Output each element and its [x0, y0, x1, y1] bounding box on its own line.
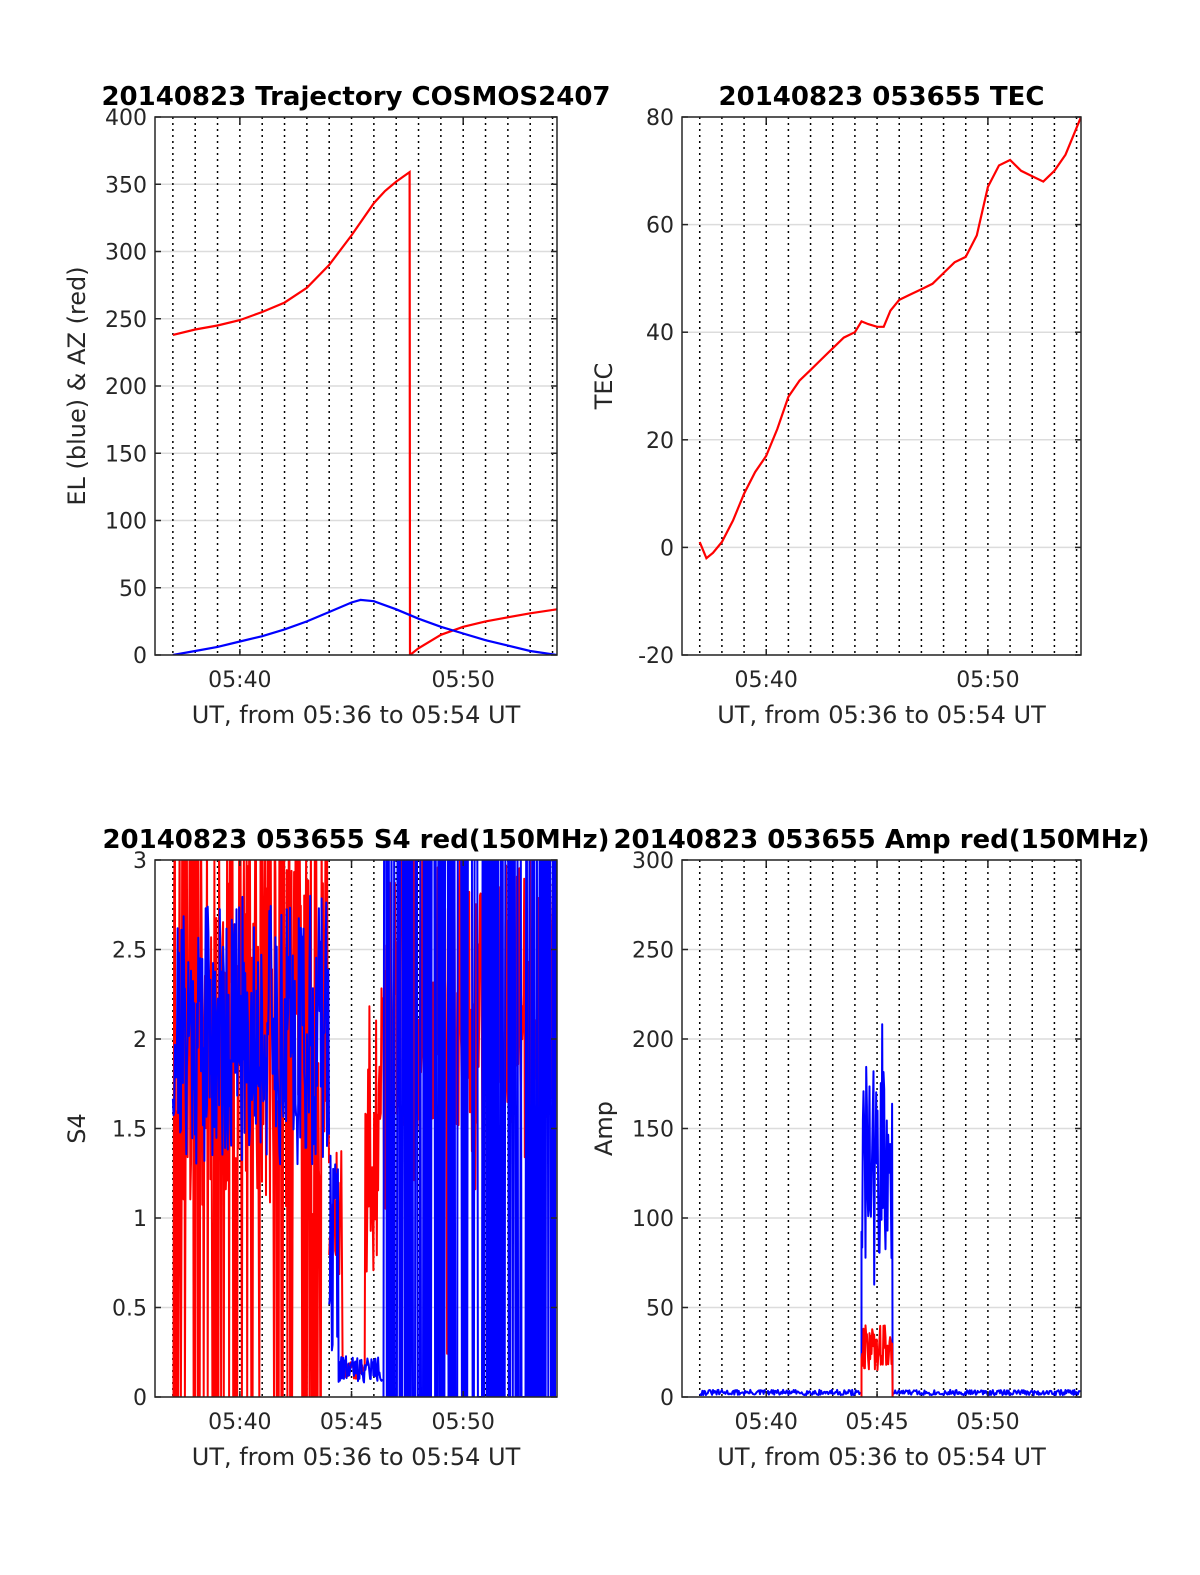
y-tick-label: 2	[133, 1028, 147, 1053]
y-tick-label: 300	[105, 241, 147, 266]
series-blue-trace	[860, 1023, 894, 1397]
y-tick-label: 50	[646, 1297, 674, 1322]
y-tick-label: 300	[632, 849, 674, 874]
y-tick-label: 2.5	[112, 939, 147, 964]
series-blue-line	[172, 598, 557, 655]
y-tick-label: 40	[646, 321, 674, 346]
x-axis-label: UT, from 05:36 to 05:54 UT	[717, 1443, 1046, 1471]
y-tick-label: 200	[105, 375, 147, 400]
series-blue-trace	[171, 894, 330, 1166]
x-tick-label: 05:45	[845, 1410, 908, 1435]
y-tick-label: 400	[105, 106, 147, 131]
y-tick-label: 0	[660, 1386, 674, 1411]
y-tick-label: 1	[133, 1207, 147, 1232]
y-axis-label: TEC	[590, 363, 618, 411]
series-blue-trace	[892, 1388, 1081, 1397]
series-blue-trace	[328, 1154, 384, 1384]
series-red-line	[698, 117, 1081, 560]
x-tick-label: 05:40	[735, 668, 798, 693]
chart-2: -20 0 20 40 60 80 05:40 05:50 20140823 053655 TE…	[590, 82, 1082, 729]
chart-title: 20140823 Trajectory COSMOS2407	[101, 82, 610, 112]
y-axis-label: EL (blue) & AZ (red)	[63, 266, 91, 505]
series-blue-trace	[699, 1388, 862, 1397]
plot-area	[699, 1023, 1081, 1397]
y-tick-label: 250	[632, 939, 674, 964]
y-tick-label: 250	[105, 308, 147, 333]
y-tick-label: 20	[646, 429, 674, 454]
y-tick-label: 0	[133, 644, 147, 669]
y-tick-label: 100	[105, 510, 147, 535]
x-tick-label: 05:50	[956, 1410, 1019, 1435]
chart-title: 20140823 053655 S4 red(150MHz)	[102, 825, 609, 855]
series-red-trace	[172, 860, 330, 1397]
x-axis-label: UT, from 05:36 to 05:54 UT	[717, 701, 1046, 729]
y-tick-label: 3	[133, 849, 147, 874]
plot-area	[698, 117, 1081, 560]
y-tick-label: 0.5	[112, 1297, 147, 1322]
y-tick-label: 1.5	[112, 1118, 147, 1143]
plot-area	[172, 169, 557, 655]
chart-title: 20140823 053655 Amp red(150MHz)	[613, 825, 1149, 855]
x-tick-label: 05:50	[431, 1410, 494, 1435]
y-tick-label: 0	[660, 536, 674, 561]
chart-title: 20140823 053655 TEC	[719, 82, 1045, 112]
y-tick-label: 100	[632, 1207, 674, 1232]
axes-frame	[681, 116, 1082, 656]
x-tick-label: 05:50	[956, 668, 1019, 693]
y-tick-label: -20	[638, 644, 674, 669]
y-tick-label: 50	[119, 577, 147, 602]
y-tick-label: 0	[133, 1386, 147, 1411]
chart-3: 0 0.5 1 1.5 2 2.5 3 05:40 05:45 05:50 20140823 053…	[63, 825, 610, 1471]
y-tick-label: 200	[632, 1028, 674, 1053]
x-tick-label: 05:40	[208, 668, 271, 693]
y-axis-label: S4	[63, 1113, 91, 1144]
x-axis-label: UT, from 05:36 to 05:54 UT	[192, 701, 521, 729]
x-tick-label: 05:50	[431, 668, 494, 693]
series-blue-trace	[382, 860, 557, 1397]
plot-area	[171, 860, 557, 1397]
y-axis-label: Amp	[590, 1101, 618, 1156]
y-tick-label: 350	[105, 173, 147, 198]
y-tick-label: 60	[646, 214, 674, 239]
x-tick-label: 05:40	[208, 1410, 271, 1435]
x-tick-label: 05:45	[320, 1410, 383, 1435]
y-tick-label: 80	[646, 106, 674, 131]
x-tick-label: 05:40	[735, 1410, 798, 1435]
series-red-line	[172, 169, 557, 655]
chart-1: 0 50 100 150 200 250 300 350 400 05:40 05:50 201408…	[63, 82, 611, 729]
y-tick-label: 150	[632, 1118, 674, 1143]
x-axis-label: UT, from 05:36 to 05:54 UT	[192, 1443, 521, 1471]
chart-4: 0 50 100 150 200 250 300 05:40 05:45 05:50 2014082…	[590, 825, 1150, 1471]
y-tick-label: 150	[105, 442, 147, 467]
series-red-trace	[860, 1324, 894, 1397]
